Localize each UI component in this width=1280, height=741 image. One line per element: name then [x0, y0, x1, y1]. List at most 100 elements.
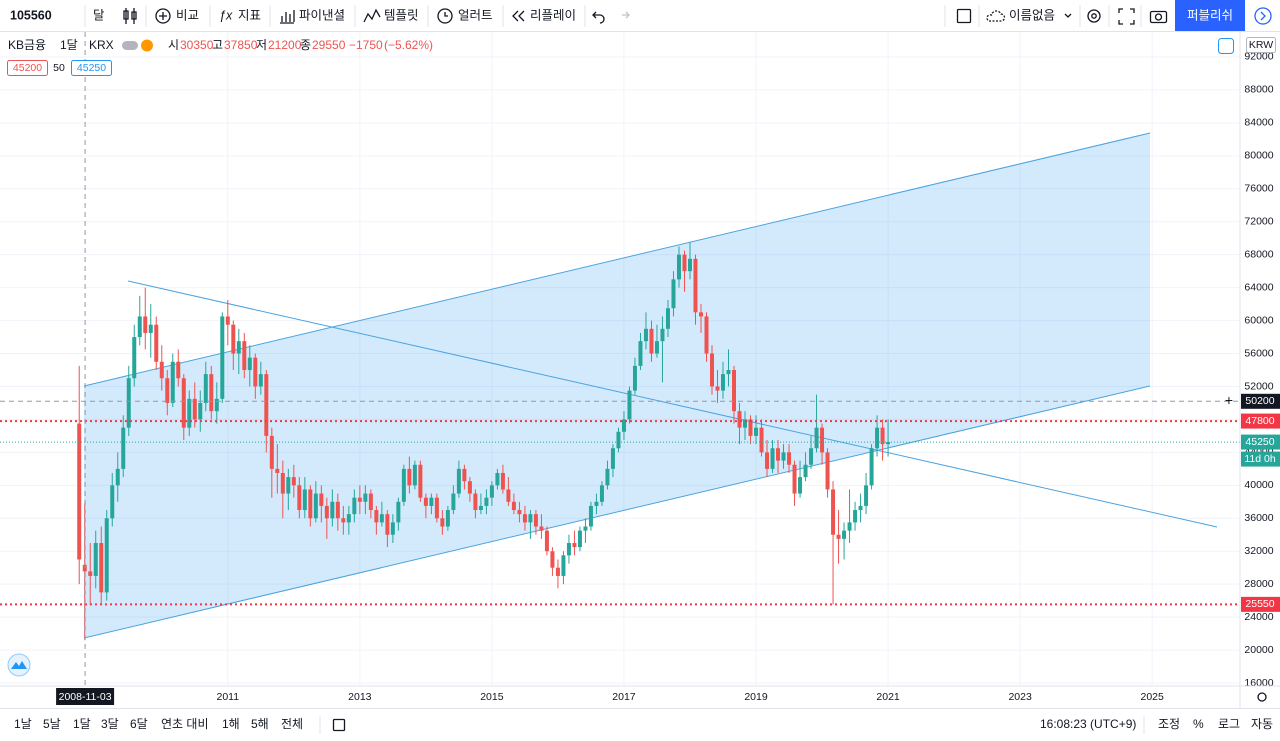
- templates-button[interactable]: 템플릿: [384, 8, 419, 22]
- candle-body: [803, 464, 808, 478]
- range-button[interactable]: 5날: [43, 717, 61, 731]
- candle-body: [495, 472, 500, 486]
- indicators-button[interactable]: 지표: [238, 8, 261, 22]
- undo-icon[interactable]: [592, 11, 605, 24]
- candle-body: [643, 328, 648, 342]
- candle-body: [280, 472, 285, 494]
- candle-body: [192, 398, 197, 420]
- goto-date-button[interactable]: [332, 718, 346, 732]
- templates-icon[interactable]: [363, 8, 381, 23]
- range-button[interactable]: 1해: [222, 717, 240, 731]
- candle-body: [181, 378, 186, 428]
- y-tick-label: 68000: [1244, 248, 1273, 260]
- settings-icon[interactable]: [1257, 692, 1267, 702]
- change-value: −1750: [349, 38, 383, 52]
- candle-body: [77, 423, 82, 560]
- fullscreen-button[interactable]: [1118, 8, 1135, 25]
- range-button[interactable]: 5해: [251, 717, 269, 731]
- candle-body: [709, 353, 714, 387]
- candle-body: [676, 254, 681, 280]
- candle-body: [539, 526, 544, 531]
- chart-type-icon[interactable]: [123, 8, 137, 24]
- candle-body: [583, 526, 588, 531]
- alert-icon[interactable]: [437, 8, 453, 24]
- toggle-icon[interactable]: [122, 41, 138, 50]
- scale-option[interactable]: %: [1193, 717, 1204, 731]
- candle-body: [798, 477, 803, 494]
- range-button[interactable]: 1달: [73, 717, 91, 731]
- financials-icon[interactable]: [280, 10, 295, 24]
- candle-body: [187, 398, 192, 428]
- fx-icon[interactable]: ƒx: [219, 8, 233, 22]
- grid: [0, 32, 1240, 686]
- ask: 45250: [77, 62, 106, 74]
- scale-option[interactable]: 자동: [1251, 717, 1273, 731]
- candle-body: [209, 374, 214, 412]
- y-tick-label: 92000: [1244, 51, 1273, 63]
- candle-body: [137, 316, 142, 338]
- symbol-search[interactable]: 105560: [10, 8, 52, 22]
- candle-body: [214, 398, 219, 412]
- y-tick-label: 40000: [1244, 479, 1273, 491]
- publish-menu[interactable]: [1254, 7, 1272, 25]
- candle-body: [203, 374, 208, 403]
- candle-body: [627, 390, 632, 420]
- y-tick-label: 56000: [1244, 347, 1273, 359]
- financials-button[interactable]: 파이낸셜: [299, 8, 345, 22]
- scale-options: 조정% 로그 자동: [1158, 717, 1273, 731]
- y-tick-label: 88000: [1244, 84, 1273, 96]
- y-tick-label: 84000: [1244, 117, 1273, 129]
- x-tick-label: 2011: [216, 691, 239, 703]
- layout-icon[interactable]: [956, 8, 972, 24]
- candle-body: [594, 501, 599, 506]
- layout-menu-icon[interactable]: [1064, 13, 1072, 18]
- range-button[interactable]: 3달: [101, 717, 119, 731]
- candle-body: [451, 493, 456, 511]
- candle-body: [379, 514, 384, 523]
- candle-body: [154, 324, 159, 362]
- range-button[interactable]: 1날: [14, 717, 32, 731]
- candle-body: [820, 427, 825, 453]
- open-label: 시: [168, 38, 179, 52]
- compare-button[interactable]: 비교: [176, 8, 199, 22]
- countdown-label-box: [1241, 451, 1280, 467]
- replay-button[interactable]: 리플레이: [530, 8, 576, 22]
- last-price-label-box: [1241, 434, 1280, 450]
- snapshot-button[interactable]: [1149, 10, 1168, 24]
- y-tick-label: 52000: [1244, 380, 1273, 392]
- price-lines: +: [0, 32, 1240, 686]
- candle-body: [588, 505, 593, 527]
- x-tick-label: 2019: [744, 691, 768, 703]
- redo-icon[interactable]: [622, 11, 630, 19]
- interval-button[interactable]: 달: [93, 8, 105, 22]
- scale-option[interactable]: 조정: [1158, 717, 1180, 731]
- layout-name[interactable]: 이름없음: [1009, 8, 1055, 22]
- candle-body: [836, 534, 841, 539]
- publish-button[interactable]: [1175, 0, 1245, 31]
- range-button[interactable]: 전체: [281, 717, 303, 731]
- candle-body: [555, 567, 560, 576]
- candle-body: [143, 316, 148, 333]
- close-label: 종: [300, 38, 311, 52]
- scale-option[interactable]: 로그: [1218, 717, 1240, 731]
- range-button[interactable]: 연초 대비: [161, 717, 209, 731]
- compare-icon[interactable]: [155, 8, 171, 24]
- candle-body: [121, 427, 126, 469]
- logo-mark: [11, 661, 27, 669]
- range-button[interactable]: 6달: [130, 717, 148, 731]
- candle-body: [517, 510, 522, 515]
- candle-body: [319, 493, 324, 506]
- candle-body: [754, 427, 759, 436]
- candle-body: [671, 279, 676, 309]
- settings-button[interactable]: [1087, 9, 1101, 23]
- candle-body: [165, 378, 170, 403]
- candle-body: [875, 427, 880, 449]
- auto-scale-button[interactable]: [1218, 38, 1234, 54]
- candle-body: [170, 361, 175, 403]
- candle-body: [407, 468, 412, 486]
- replay-icon[interactable]: [512, 10, 525, 22]
- candle-body: [286, 477, 291, 494]
- clock: 16:08:23 (UTC+9): [1040, 717, 1136, 731]
- alert-button[interactable]: 얼러트: [458, 8, 493, 22]
